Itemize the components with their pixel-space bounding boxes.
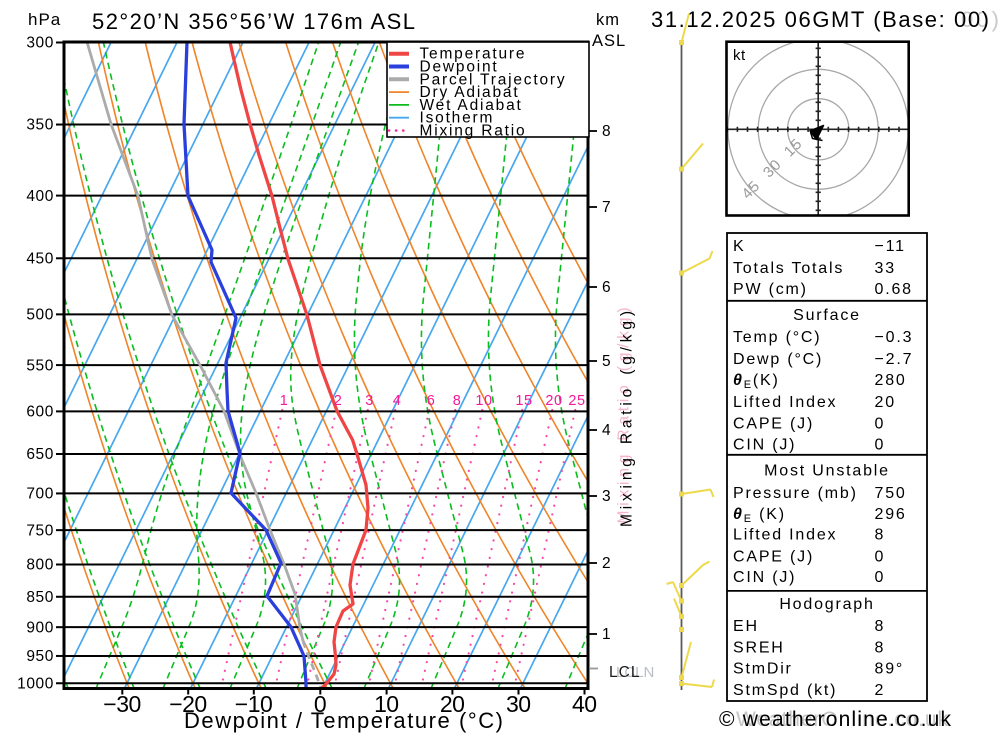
svg-text:Parcel Trajectory: Parcel Trajectory	[420, 71, 567, 88]
svg-text:Surface: Surface	[793, 307, 861, 324]
svg-text:CAPE (J): CAPE (J)	[733, 415, 814, 432]
svg-text:Dewpoint / Temperature (°C): Dewpoint / Temperature (°C)	[184, 708, 503, 733]
svg-text:700: 700	[26, 486, 54, 503]
svg-text:40: 40	[572, 691, 597, 717]
svg-text:8: 8	[875, 527, 886, 544]
svg-text:0: 0	[875, 569, 886, 586]
svg-text:1000: 1000	[17, 675, 54, 692]
svg-text:750: 750	[26, 522, 54, 539]
svg-text:750: 750	[875, 485, 907, 502]
svg-text:600: 600	[26, 404, 54, 421]
svg-text:CIN (J): CIN (J)	[733, 569, 796, 586]
svg-text:−10: −10	[235, 691, 273, 717]
svg-text:650: 650	[26, 446, 54, 463]
svg-text:PW (cm): PW (cm)	[733, 281, 808, 298]
svg-text:20: 20	[875, 394, 896, 411]
svg-text:−20: −20	[169, 691, 207, 717]
svg-text:Temperature: Temperature	[420, 46, 527, 63]
svg-text:33: 33	[875, 260, 896, 277]
svg-text:6: 6	[427, 393, 436, 409]
svg-text:20: 20	[545, 393, 562, 409]
svg-text:0.68: 0.68	[875, 281, 913, 298]
svg-text:7: 7	[602, 199, 611, 216]
svg-text:25: 25	[568, 393, 585, 409]
svg-text:800: 800	[26, 557, 54, 574]
svg-text:ASL: ASL	[592, 32, 626, 50]
svg-text:Dewp (°C): Dewp (°C)	[733, 351, 823, 368]
svg-text:550: 550	[26, 357, 54, 374]
svg-text:LCL: LCL	[609, 664, 640, 681]
svg-text:Wet Adiabat: Wet Adiabat	[420, 97, 523, 114]
svg-text:3: 3	[602, 488, 611, 505]
svg-text:296: 296	[875, 506, 907, 523]
svg-text:0: 0	[875, 549, 886, 566]
svg-text:θE(K): θE(K)	[733, 372, 780, 391]
svg-text:LCLN: LCLN	[616, 664, 654, 681]
svg-text:−0.3: −0.3	[875, 329, 914, 346]
svg-text:500: 500	[26, 307, 54, 324]
svg-text:WeatherOnline.co.uk: WeatherOnline.co.uk	[736, 708, 949, 731]
svg-text:10: 10	[475, 393, 492, 409]
svg-text:8: 8	[602, 123, 611, 140]
svg-text:900: 900	[26, 619, 54, 636]
svg-text:0: 0	[875, 415, 886, 432]
svg-text:Pressure (mb): Pressure (mb)	[733, 485, 858, 502]
svg-text:km: km	[596, 11, 620, 29]
svg-text:350: 350	[26, 117, 54, 134]
svg-text:Lifted Index: Lifted Index	[733, 527, 837, 544]
svg-text:00): 00)	[961, 7, 999, 32]
svg-text:5: 5	[602, 353, 611, 370]
svg-text:Totals Totals: Totals Totals	[733, 260, 844, 277]
svg-text:Lifted Index: Lifted Index	[733, 394, 837, 411]
svg-text:2: 2	[602, 555, 611, 572]
svg-text:0: 0	[314, 691, 327, 717]
svg-text:30: 30	[506, 691, 531, 717]
svg-text:−11: −11	[875, 238, 906, 255]
svg-text:20: 20	[440, 691, 465, 717]
svg-text:Hodograph: Hodograph	[779, 596, 874, 613]
svg-text:K: K	[733, 238, 745, 255]
svg-text:8: 8	[875, 640, 886, 657]
svg-text:4: 4	[602, 422, 611, 439]
svg-text:280: 280	[875, 372, 907, 389]
svg-text:450: 450	[26, 250, 54, 267]
svg-text:© weatheronline.co.uk: © weatheronline.co.uk	[719, 708, 952, 731]
svg-text:3: 3	[365, 393, 374, 409]
svg-text:1: 1	[602, 626, 611, 643]
svg-text:Dewpoint: Dewpoint	[420, 59, 499, 76]
svg-text:kt: kt	[733, 47, 746, 64]
svg-text:31.12.2025 06GMT (Base: 00): 31.12.2025 06GMT (Base: 00)	[651, 7, 989, 32]
svg-text:−30: −30	[103, 691, 141, 717]
svg-text:2: 2	[875, 682, 886, 699]
svg-text:4: 4	[393, 393, 402, 409]
svg-text:Isotherm: Isotherm	[420, 110, 495, 127]
svg-text:1: 1	[280, 393, 289, 409]
svg-text:Temp (°C): Temp (°C)	[733, 329, 821, 346]
svg-text:8: 8	[453, 393, 462, 409]
svg-text:Most Unstable: Most Unstable	[764, 463, 890, 480]
svg-text:15: 15	[515, 393, 532, 409]
svg-text:hPa: hPa	[28, 10, 61, 29]
svg-text:850: 850	[26, 589, 54, 606]
svg-text:Dry Adiabat: Dry Adiabat	[420, 84, 520, 101]
svg-text:89°: 89°	[875, 661, 905, 678]
svg-text:0: 0	[875, 437, 886, 454]
svg-text:400: 400	[26, 188, 54, 205]
svg-text:StmSpd (kt): StmSpd (kt)	[733, 682, 837, 699]
svg-text:2: 2	[334, 393, 343, 409]
svg-text:52°20’N 356°56’W 176m ASL: 52°20’N 356°56’W 176m ASL	[92, 9, 415, 34]
svg-text:300: 300	[26, 35, 54, 52]
svg-text:CIN (J): CIN (J)	[733, 437, 796, 454]
svg-text:SREH: SREH	[733, 640, 785, 657]
svg-text:θE (K): θE (K)	[733, 506, 786, 525]
svg-text:950: 950	[26, 648, 54, 665]
svg-text:6: 6	[602, 279, 611, 296]
svg-text:8: 8	[875, 618, 886, 635]
svg-text:Mixing Ratio: Mixing Ratio	[420, 123, 527, 140]
svg-text:CAPE (J): CAPE (J)	[733, 549, 814, 566]
svg-text:EH: EH	[733, 618, 759, 635]
svg-text:10: 10	[374, 691, 399, 717]
svg-text:−2.7: −2.7	[875, 351, 914, 368]
svg-text:StmDir: StmDir	[733, 661, 793, 678]
